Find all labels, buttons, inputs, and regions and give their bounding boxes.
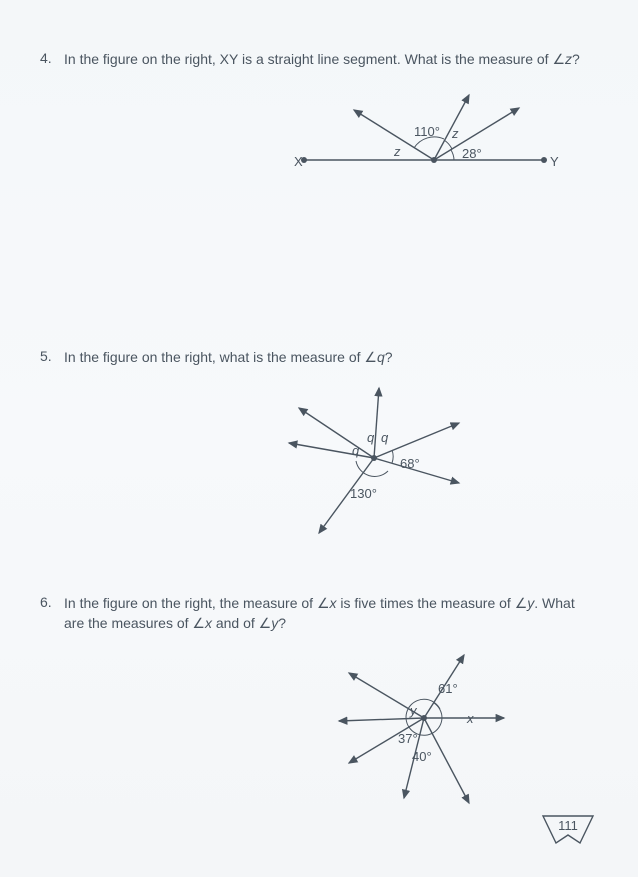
problem-text: In the figure on the right, the measure … — [64, 594, 584, 633]
label-X: X — [294, 154, 303, 169]
angle-symbol — [515, 595, 528, 611]
text-fragment: is five times the measure of — [337, 595, 515, 611]
label-z: z — [451, 126, 459, 141]
label-z: z — [393, 144, 401, 159]
problem-text: In the figure on the right, XY is a stra… — [64, 50, 584, 70]
figure-5: 68° 130° q q q — [64, 378, 584, 548]
page-number: 111 — [558, 818, 578, 833]
text-fragment: In the figure on the right, the measure … — [64, 595, 317, 611]
text-fragment: ? — [572, 51, 580, 67]
angle-var: z — [565, 51, 572, 67]
text-fragment: ? — [278, 615, 286, 631]
angle-symbol — [259, 615, 272, 631]
label-q: q — [367, 430, 375, 445]
problem-number: 4. — [40, 50, 52, 66]
text-fragment: In the figure on the right, what is the … — [64, 349, 364, 365]
label-130: 130° — [350, 486, 377, 501]
label-37: 37° — [398, 731, 418, 746]
problem-number: 5. — [40, 348, 52, 364]
angle-symbol — [364, 349, 377, 365]
label-28: 28° — [462, 146, 482, 161]
problem-number: 6. — [40, 594, 52, 610]
angle-x: x — [205, 615, 212, 631]
page: { "page_number": "111", "problems": { "p… — [0, 0, 638, 877]
label-q: q — [352, 443, 360, 458]
problem-4: 4. In the figure on the right, XY is a s… — [64, 50, 584, 200]
figure-4: X Y 110° 28° z z — [64, 80, 584, 200]
label-68: 68° — [400, 456, 420, 471]
page-number-badge: 111 — [538, 813, 598, 849]
figure-6: 61° x y 37° 40° — [64, 643, 584, 823]
problem-6: 6. In the figure on the right, the measu… — [64, 594, 584, 823]
problem-text: In the figure on the right, what is the … — [64, 348, 584, 368]
text-fragment: ? — [385, 349, 393, 365]
label-40: 40° — [412, 749, 432, 764]
label-q: q — [381, 430, 389, 445]
label-y: y — [409, 703, 418, 718]
label-x: x — [466, 711, 474, 726]
text-fragment: In the figure on the right, XY is a stra… — [64, 51, 552, 67]
angle-x: x — [330, 595, 337, 611]
angle-var: q — [377, 349, 385, 365]
label-110: 110° — [414, 124, 440, 139]
label-61: 61° — [438, 681, 458, 696]
problem-5: 5. In the figure on the right, what is t… — [64, 348, 584, 548]
text-fragment: and of — [212, 615, 259, 631]
angle-symbol — [317, 595, 330, 611]
angle-symbol — [192, 615, 205, 631]
angle-symbol — [552, 51, 565, 67]
label-Y: Y — [550, 154, 559, 169]
